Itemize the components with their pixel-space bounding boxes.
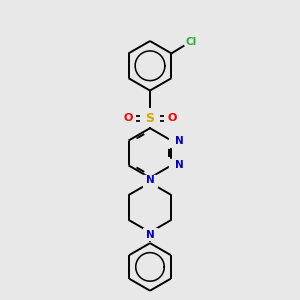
Text: N: N bbox=[146, 175, 154, 185]
Text: S: S bbox=[146, 112, 154, 125]
Text: O: O bbox=[124, 113, 133, 123]
Bar bbox=[142, 228, 158, 240]
Bar bbox=[169, 159, 185, 171]
Text: O: O bbox=[167, 113, 176, 123]
Text: N: N bbox=[175, 136, 184, 146]
Bar bbox=[142, 175, 158, 187]
Text: N: N bbox=[146, 230, 154, 240]
Text: Cl: Cl bbox=[186, 37, 197, 46]
Bar bbox=[169, 135, 185, 146]
Text: N: N bbox=[175, 160, 184, 170]
